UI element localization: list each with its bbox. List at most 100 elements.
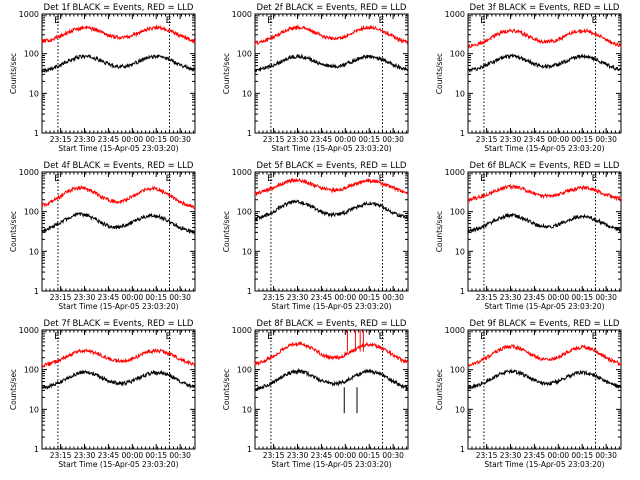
x-tick-label: 23:45 [524,451,546,460]
y-tick-label: 100 [237,208,252,217]
y-tick-label: 100 [450,208,465,217]
y-tick-label: 10 [29,405,39,414]
marker-label: E [166,332,172,342]
y-tick-label: 1 [460,129,465,138]
y-tick-label: 1000 [232,10,252,19]
x-tick-label: 00:15 [358,451,380,460]
series-line-lld [254,177,409,197]
x-tick-label: 23:15 [263,135,285,144]
y-tick-label: 1000 [19,10,39,19]
plot-frame [41,329,196,450]
y-tick-label: 10 [29,89,39,98]
x-tick-label: 23:15 [50,451,72,460]
series-line-lld [41,24,196,44]
marker-label: E [267,16,273,26]
x-tick-label: 23:15 [476,135,498,144]
x-tick-label: 00:00 [122,451,144,460]
panel-title: Det 5f BLACK = Events, RED = LLD [257,161,407,171]
panel-det-5f: Det 5f BLACK = Events, RED = LLD 1 10 100 10… [222,161,409,311]
series-line-events [41,53,196,73]
panel-det-1f: Det 1f BLACK = Events, RED = LLD 1 10 100 10… [9,3,196,153]
y-tick-label: 10 [242,89,252,98]
y-tick-label: 1 [460,287,465,296]
x-tick-label: 23:15 [476,451,498,460]
y-axis-label: Counts/sec [9,53,18,94]
x-tick-label: 23:30 [500,451,522,460]
y-tick-label: 1000 [445,326,465,335]
x-tick-label: 00:30 [595,135,617,144]
series-line-events [467,368,622,390]
y-tick-label: 1 [247,129,252,138]
y-tick-label: 100 [450,50,465,59]
y-tick-label: 1 [247,287,252,296]
series-line-events [467,53,622,73]
x-tick-label: 00:00 [335,293,357,302]
x-tick-label: 23:45 [98,135,120,144]
x-tick-label: 23:30 [287,135,309,144]
panel-title: Det 9f BLACK = Events, RED = LLD [470,319,620,329]
x-tick-label: 00:30 [169,451,191,460]
x-tick-label: 23:45 [524,293,546,302]
x-tick-label: 00:15 [571,293,593,302]
marker-label: E [54,174,60,184]
x-tick-label: 00:15 [145,451,167,460]
panel-det-3f: Det 3f BLACK = Events, RED = LLD 1 10 100 10… [435,3,622,153]
x-tick-label: 23:45 [524,135,546,144]
x-axis-label: Start Time (15-Apr-05 23:03:20) [58,144,178,153]
y-tick-label: 10 [242,247,252,256]
x-tick-label: 23:30 [74,135,96,144]
y-axis-label: Counts/sec [9,369,18,410]
y-axis-label: Counts/sec [222,53,231,94]
x-tick-label: 00:15 [145,293,167,302]
x-tick-label: 23:15 [476,293,498,302]
panel-title: Det 4f BLACK = Events, RED = LLD [44,161,194,171]
series-line-events [254,199,409,222]
x-axis-label: Start Time (15-Apr-05 23:03:20) [271,302,391,311]
x-tick-label: 23:45 [98,451,120,460]
x-tick-label: 00:15 [358,293,380,302]
marker-label: E [592,174,598,184]
x-tick-label: 23:45 [311,135,333,144]
x-tick-label: 00:30 [382,135,404,144]
panel-title: Det 1f BLACK = Events, RED = LLD [44,3,194,13]
series-line-lld [467,27,622,49]
marker-label: E [480,332,486,342]
x-tick-label: 23:30 [74,451,96,460]
y-tick-label: 1000 [445,10,465,19]
marker-label: E [480,174,486,184]
y-tick-label: 100 [237,50,252,59]
y-axis-label: Counts/sec [222,211,231,252]
x-tick-label: 00:00 [335,451,357,460]
x-tick-label: 23:45 [311,451,333,460]
y-tick-label: 1 [34,445,39,454]
x-tick-label: 00:15 [571,135,593,144]
x-tick-label: 00:00 [548,451,570,460]
x-axis-label: Start Time (15-Apr-05 23:03:20) [271,460,391,469]
x-tick-label: 23:15 [50,135,72,144]
y-tick-label: 100 [24,366,39,375]
series-line-lld [467,183,622,203]
x-tick-label: 00:30 [382,293,404,302]
y-tick-label: 1000 [232,326,252,335]
series-line-lld [254,340,409,366]
marker-label: E [166,174,172,184]
panel-title: Det 6f BLACK = Events, RED = LLD [470,161,620,171]
y-tick-label: 1 [460,445,465,454]
marker-label: E [166,16,172,26]
x-tick-label: 23:30 [287,293,309,302]
plot-frame [467,13,622,134]
x-tick-label: 23:15 [263,451,285,460]
x-tick-label: 23:30 [500,293,522,302]
y-tick-label: 10 [455,89,465,98]
y-tick-label: 100 [237,366,252,375]
x-tick-label: 23:15 [50,293,72,302]
marker-label: E [379,16,385,26]
x-tick-label: 00:00 [122,293,144,302]
marker-label: E [592,16,598,26]
y-tick-label: 10 [455,405,465,414]
x-axis-label: Start Time (15-Apr-05 23:03:20) [484,302,604,311]
x-tick-label: 00:00 [548,135,570,144]
y-tick-label: 10 [29,247,39,256]
x-tick-label: 00:00 [122,135,144,144]
